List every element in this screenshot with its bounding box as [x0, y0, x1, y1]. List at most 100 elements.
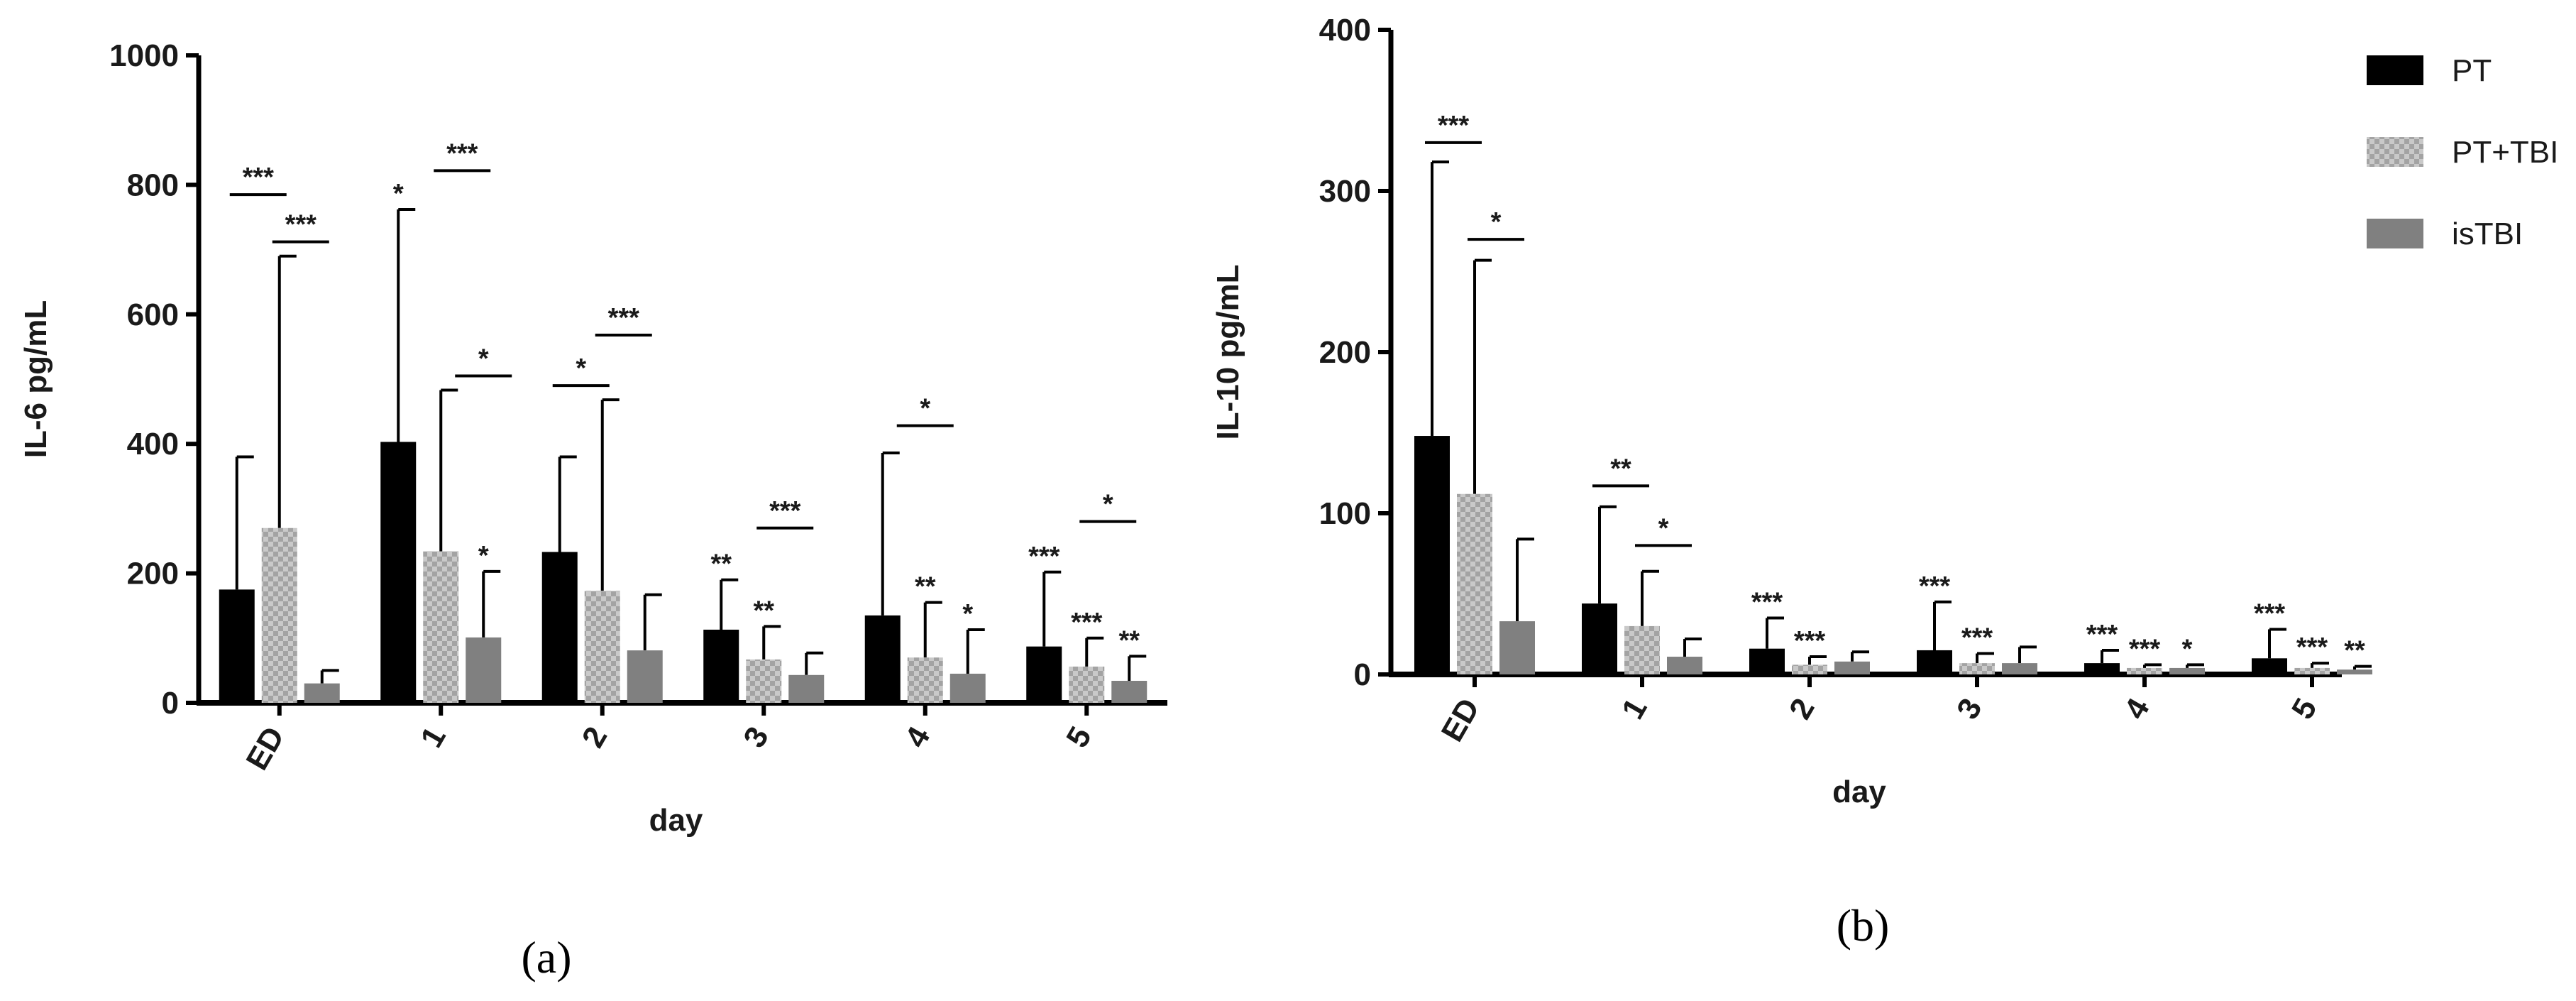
- chart-b-x-tick-label: 3: [1950, 693, 1989, 726]
- chart-b-bar-istbi: [2002, 663, 2037, 674]
- chart-a-bar-istbi: [950, 673, 986, 703]
- chart-a-significance-star: **: [1118, 625, 1140, 655]
- chart-a-significance-star: **: [915, 572, 936, 602]
- chart-a-x-tick-label: 2: [576, 721, 615, 754]
- chart-b-significance-star: **: [2344, 636, 2365, 666]
- chart-b-bar-pt: [1414, 436, 1450, 674]
- chart-b-bar-pt: [1582, 603, 1617, 674]
- chart-b-y-tick-label: 400: [1319, 13, 1371, 48]
- chart-a-significance-star: ***: [1071, 608, 1103, 638]
- legend-swatch-pt-tbi: [2367, 137, 2423, 167]
- chart-b-bracket-label: *: [1658, 513, 1669, 543]
- chart-a-y-tick-label: 800: [127, 168, 179, 202]
- chart-b-significance-star: ***: [1751, 588, 1783, 618]
- chart-b-x-tick-label: ED: [1435, 693, 1487, 748]
- chart-a-bar-pt-tbi: [746, 659, 782, 703]
- chart-b-significance-star: ***: [2129, 634, 2161, 664]
- chart-b-y-tick-label: 200: [1319, 335, 1371, 370]
- chart-a-x-axis-title: day: [649, 803, 703, 838]
- chart-a-x-tick-label: 1: [414, 721, 453, 754]
- chart-b-bar-pt: [1917, 650, 1952, 674]
- chart-a-significance-star: *: [478, 541, 489, 571]
- chart-a-bracket-label: ***: [608, 303, 640, 333]
- chart-a-bar-pt-tbi: [907, 657, 943, 703]
- chart-a-bracket-label: *: [1103, 490, 1113, 520]
- chart-a-bar-pt-tbi: [1069, 666, 1105, 703]
- chart-a-x-tick-label: 5: [1059, 721, 1099, 754]
- chart-b-bracket-label: *: [1491, 207, 1502, 237]
- chart-a-significance-star: ***: [1028, 542, 1060, 571]
- chart-a-significance-star: **: [753, 596, 774, 625]
- chart-a-bar-pt: [864, 615, 901, 703]
- chart-b-x-tick-label: 4: [2118, 692, 2157, 725]
- chart-a-bracket-label: ***: [446, 138, 478, 168]
- chart-b-bar-istbi: [1667, 657, 1702, 674]
- chart-b-bracket-label: ***: [1438, 111, 1470, 141]
- chart-a-bracket-label: ***: [285, 210, 317, 240]
- chart-b-x-axis-title: day: [1832, 775, 1886, 809]
- chart-b-y-axis-title: IL-10 pg/mL: [1211, 265, 1245, 440]
- chart-a-x-tick-label: 3: [737, 721, 776, 754]
- chart-a-y-tick-label: 600: [127, 297, 179, 332]
- chart-a-bar-istbi: [304, 683, 340, 703]
- chart-a-bar-istbi: [1111, 680, 1147, 703]
- chart-b-y-tick-label: 0: [1354, 657, 1371, 692]
- chart-b-significance-star: ***: [1794, 626, 1826, 656]
- chart-a-bracket-label: ***: [243, 163, 275, 192]
- chart-a-bar-pt: [703, 629, 739, 703]
- chart-b-x-tick-label: 5: [2285, 693, 2324, 726]
- chart-a-bar-pt: [1026, 646, 1062, 703]
- chart-a-bar-istbi: [788, 674, 825, 703]
- chart-b-significance-star: ***: [2086, 620, 2118, 650]
- chart-b-significance-star: ***: [2296, 633, 2328, 662]
- legend-swatch-istbi: [2367, 219, 2423, 248]
- chart-a-bar-istbi: [466, 637, 502, 703]
- chart-b-bar-pt: [2252, 658, 2287, 674]
- chart-a-significance-star: **: [710, 549, 732, 579]
- chart-b-bar-istbi: [2169, 667, 2205, 674]
- chart-a-y-tick-label: 400: [127, 427, 179, 461]
- chart-b-bar-pt: [1749, 648, 1785, 674]
- chart-a-bar-pt: [219, 589, 255, 703]
- chart-a-y-tick-label: 1000: [109, 38, 179, 73]
- chart-b-significance-star: *: [2182, 634, 2193, 664]
- chart-b-x-tick-label: 2: [1783, 693, 1822, 726]
- legend: PT PT+TBI isTBI: [2367, 53, 2558, 251]
- chart-a-bracket-label: *: [576, 354, 586, 383]
- chart-b-significance-star: ***: [2254, 598, 2286, 628]
- chart-a-bar-pt-tbi: [261, 527, 297, 703]
- chart-b-bar-pt-tbi: [1792, 664, 1827, 674]
- chart-a-bar-istbi: [627, 650, 663, 703]
- chart-a-bar-pt-tbi: [584, 591, 620, 703]
- chart-a-y-tick-label: 0: [162, 686, 179, 721]
- chart-b-bar-istbi: [1499, 621, 1535, 674]
- legend-label-pt: PT: [2452, 53, 2492, 88]
- chart-b-bar-pt-tbi: [1959, 663, 1995, 674]
- chart-a-y-tick-label: 200: [127, 557, 179, 591]
- chart-a-bar-pt: [380, 442, 417, 703]
- chart-b-y-tick-label: 300: [1319, 174, 1371, 209]
- chart-a-bar-pt-tbi: [423, 551, 459, 703]
- chart-b-bar-istbi: [1834, 661, 1870, 674]
- chart-a-bracket-label: ***: [769, 496, 801, 526]
- chart-a-bracket-label: *: [920, 394, 930, 424]
- chart-a-bar-pt: [541, 552, 578, 703]
- chart-a-x-tick-label: ED: [239, 721, 291, 776]
- chart-a-y-axis-title: IL-6 pg/mL: [18, 300, 53, 458]
- chart-b-bracket-label: **: [1610, 454, 1631, 483]
- panel-label-b: (b): [1837, 900, 1890, 951]
- chart-b-bar-pt-tbi: [2294, 667, 2330, 674]
- chart-a-significance-star: *: [393, 179, 404, 209]
- chart-b-significance-star: ***: [1961, 623, 1993, 652]
- chart-b-bar-pt-tbi: [1457, 493, 1492, 674]
- chart-a-significance-star: *: [962, 599, 973, 629]
- legend-swatch-pt: [2367, 55, 2423, 85]
- chart-b-bar-istbi: [2337, 669, 2372, 674]
- chart-a-bracket-label: *: [478, 344, 489, 373]
- panel-label-a: (a): [521, 932, 571, 983]
- legend-label-pt-tbi: PT+TBI: [2452, 135, 2558, 170]
- chart-b-y-tick-label: 100: [1319, 496, 1371, 531]
